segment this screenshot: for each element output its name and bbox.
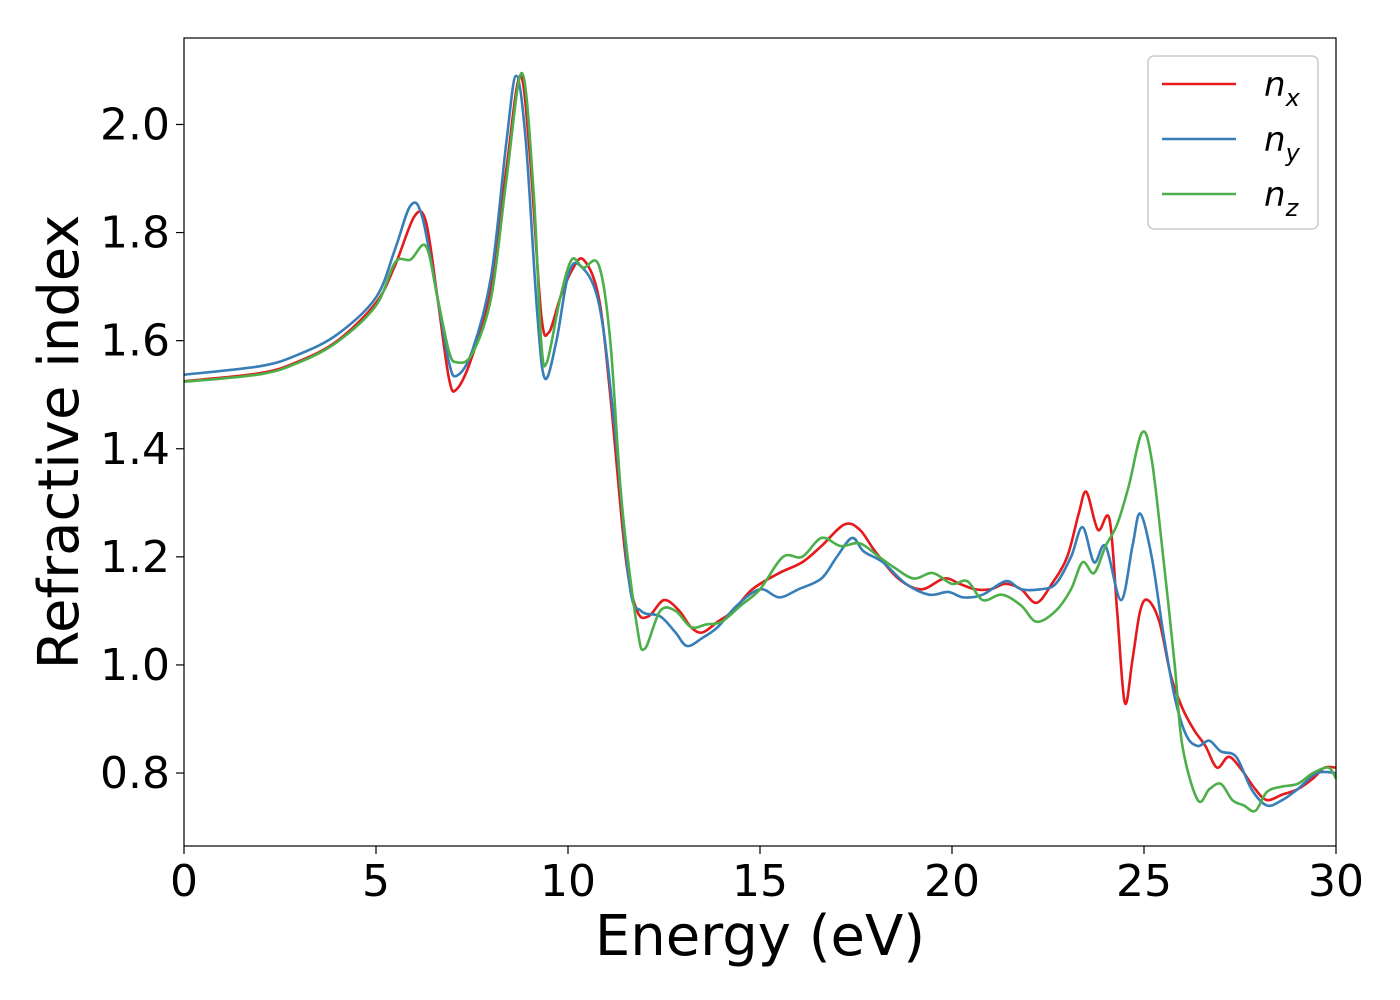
x-axis-title: Energy (eV)	[595, 904, 925, 969]
x-tick-label: 20	[924, 856, 980, 907]
y-tick-label: 1.2	[100, 532, 170, 583]
y-tick-label: 2.0	[100, 99, 170, 150]
series-layer	[183, 71, 1338, 813]
series-line-z	[183, 71, 1338, 813]
x-tick-label: 10	[540, 856, 596, 907]
y-tick-label: 0.8	[100, 748, 170, 799]
x-tick-label: 0	[170, 856, 198, 907]
x-tick-label: 25	[1116, 856, 1172, 907]
legend-box	[1147, 55, 1319, 230]
y-tick-label: 1.4	[100, 424, 170, 475]
y-tick-label: 1.8	[100, 208, 170, 259]
series-line-x	[183, 74, 1337, 802]
legend-label-z: nz	[1264, 175, 1300, 222]
x-tick-label: 30	[1308, 856, 1364, 907]
plot-background	[184, 38, 1336, 846]
y-tick-label: 1.6	[100, 316, 170, 367]
x-axis-ticks: 0 5 10 15 20 25 30	[170, 846, 1364, 907]
y-axis-ticks: 0.8 1.0 1.2 1.4 1.6 1.8 2.0	[100, 99, 184, 799]
x-tick-label: 15	[732, 856, 788, 907]
series-line-y	[183, 74, 1337, 808]
x-tick-label: 5	[362, 856, 390, 907]
legend: nx ny nz	[1147, 55, 1319, 230]
y-axis-title: Refractive index	[27, 215, 92, 670]
legend-label-y: ny	[1264, 120, 1301, 167]
y-tick-label: 1.0	[100, 640, 170, 691]
legend-label-x: nx	[1264, 65, 1301, 112]
